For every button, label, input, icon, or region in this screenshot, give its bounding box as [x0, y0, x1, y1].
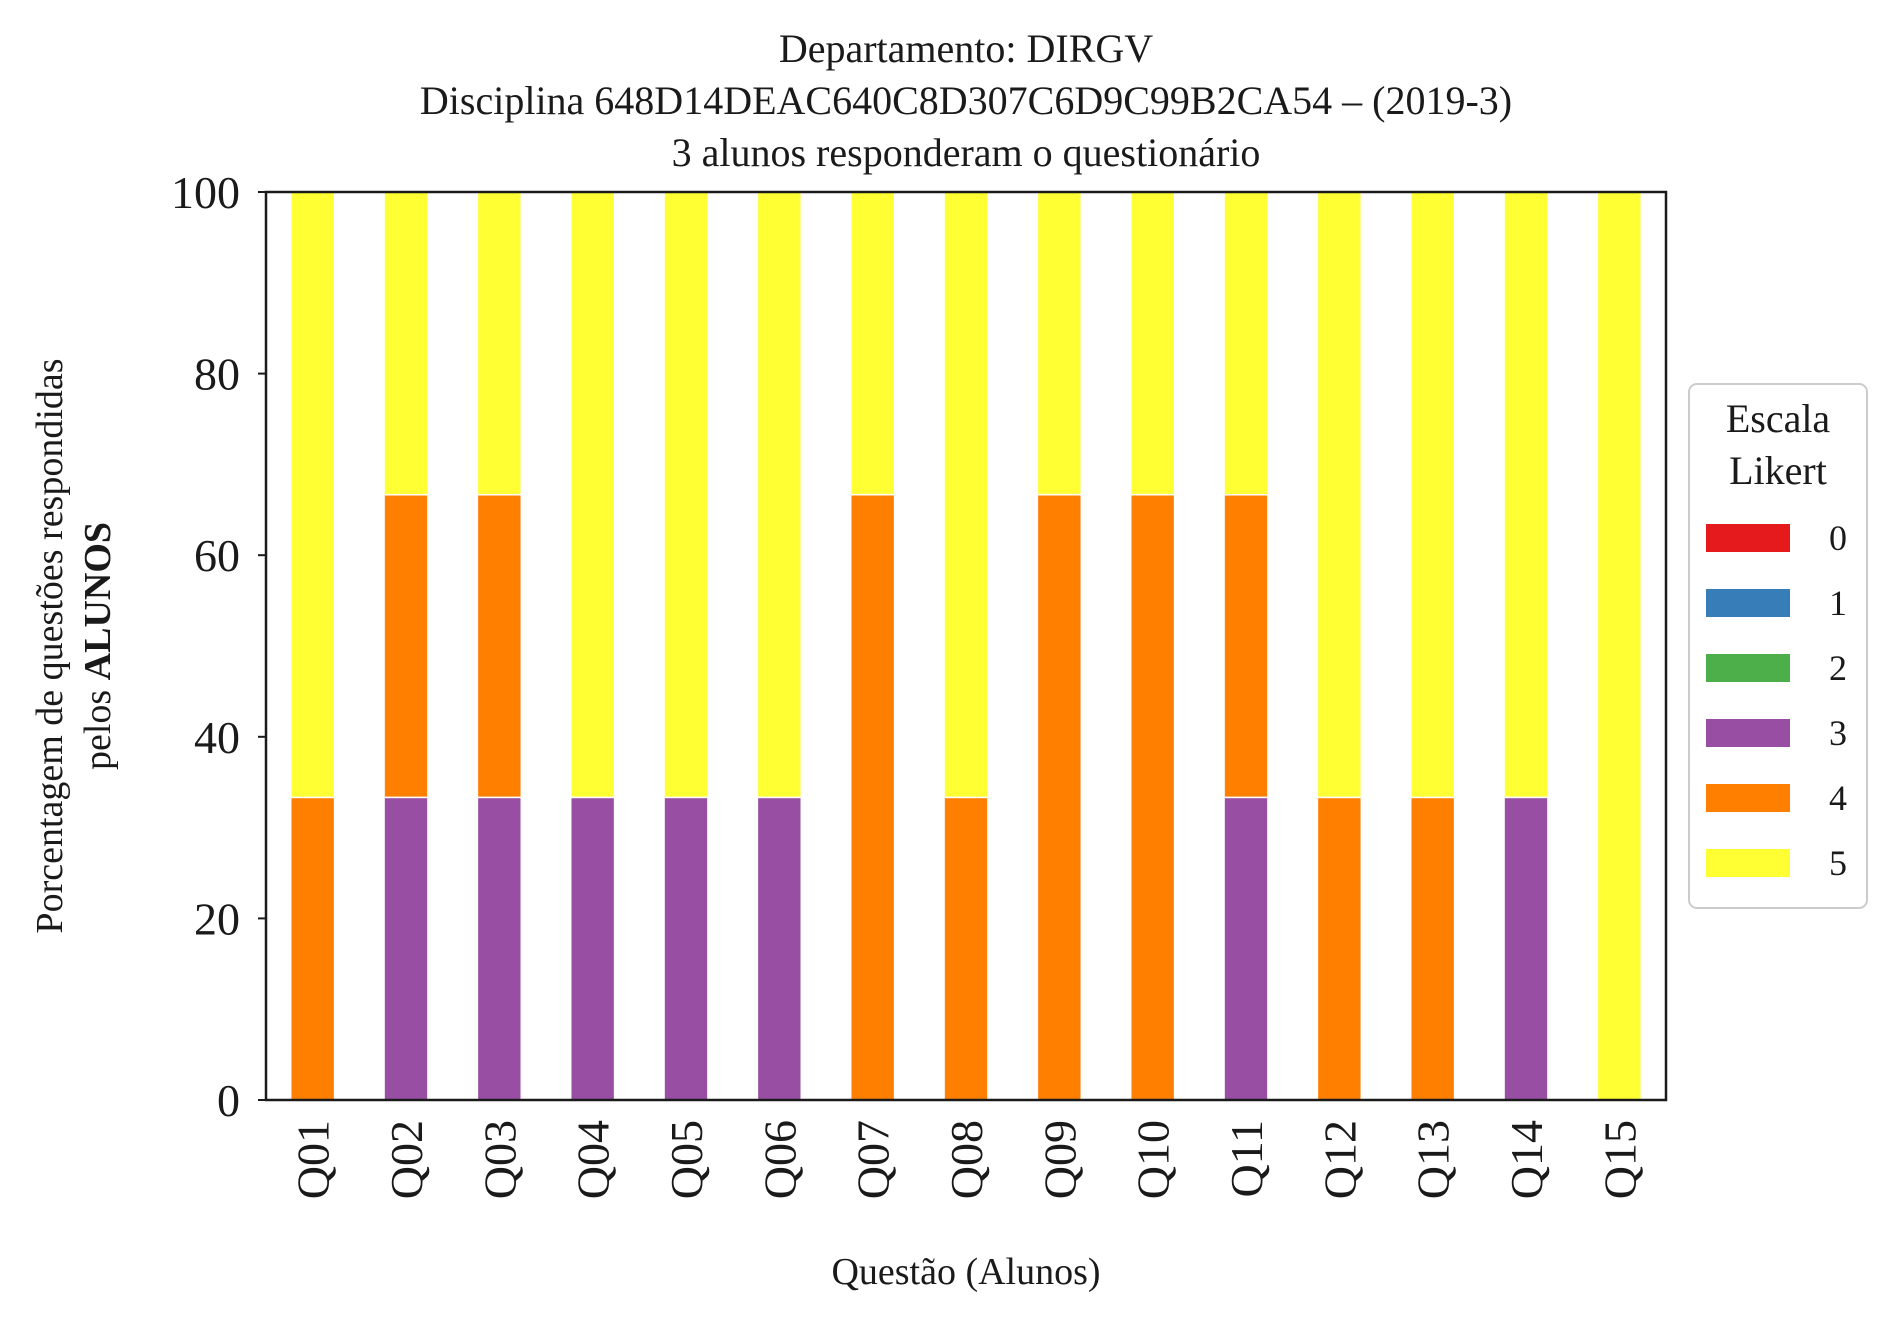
- y-axis-label-line-2: pelos ALUNOS: [77, 522, 119, 770]
- bar-Q11-scale-4: [1223, 493, 1269, 799]
- x-axis-ticks: Q01 Q02 Q03 Q04 Q05 Q06 Q07 Q08 Q09 Q10 Q11 Q12 Q13 Q…: [288, 1120, 1646, 1199]
- legend-label-2: 2: [1829, 648, 1847, 688]
- x-tick-label-group: Q11: [1221, 1120, 1272, 1198]
- x-tick-label: Q12: [1314, 1120, 1365, 1199]
- x-tick-label-group: Q12: [1314, 1120, 1365, 1199]
- legend-title-line-2: Likert: [1729, 448, 1827, 493]
- bar-Q04-scale-3: [569, 796, 616, 1101]
- x-tick-label: Q02: [381, 1120, 432, 1199]
- bar-Q12-scale-4: [1316, 796, 1363, 1101]
- bar-Q03-scale-4: [476, 493, 523, 799]
- legend-label-3: 3: [1829, 713, 1847, 753]
- legend-label-5: 5: [1829, 843, 1847, 883]
- x-tick-label: Q09: [1034, 1120, 1085, 1199]
- legend-label-0: 0: [1829, 518, 1847, 558]
- bar-Q06-scale-3: [756, 796, 803, 1101]
- legend-title-line-1: Escala: [1726, 396, 1831, 441]
- bar-Q03-scale-5: [476, 191, 523, 496]
- bar-Q15-scale-5: [1596, 191, 1643, 1101]
- bar-Q10-scale-4: [1129, 493, 1176, 1101]
- x-tick-label: Q14: [1501, 1120, 1552, 1199]
- bar-Q11-scale-3: [1223, 796, 1269, 1101]
- y-tick-label: 20: [194, 893, 240, 944]
- legend-swatch-3: [1706, 719, 1790, 747]
- bar-Q08-scale-4: [943, 796, 989, 1101]
- x-tick-label-group: Q15: [1594, 1120, 1645, 1199]
- x-tick-label: Q04: [568, 1120, 619, 1199]
- y-axis-label: Porcentagem de questões respondidas pelo…: [29, 358, 119, 933]
- legend-frame: [1688, 383, 1868, 909]
- x-tick-label: Q01: [288, 1120, 339, 1199]
- x-tick-label: Q13: [1408, 1120, 1459, 1199]
- bar-Q11-scale-5: [1223, 191, 1269, 496]
- x-tick-label-group: Q14: [1501, 1120, 1552, 1199]
- legend-swatch-1: [1706, 589, 1790, 617]
- bars-layer: [289, 191, 1643, 1101]
- y-tick-label: 80: [194, 349, 240, 400]
- legend-swatch-4: [1706, 784, 1790, 812]
- bar-Q02-scale-4: [383, 493, 429, 799]
- x-tick-label: Q08: [941, 1120, 992, 1199]
- y-tick-label: 100: [171, 167, 240, 218]
- x-tick-label: Q10: [1128, 1120, 1179, 1199]
- bar-Q03-scale-3: [476, 796, 523, 1101]
- plot-frame: [264, 190, 1668, 1102]
- legend: Escala Likert 0 1 2 3 4 5: [1688, 383, 1868, 909]
- x-tick-label: Q05: [661, 1120, 712, 1199]
- legend-swatch-2: [1706, 654, 1790, 682]
- x-tick-label-group: Q05: [661, 1120, 712, 1199]
- x-tick-label-group: Q13: [1408, 1120, 1459, 1199]
- x-tick-label-group: Q09: [1034, 1120, 1085, 1199]
- bar-Q13-scale-4: [1409, 796, 1456, 1101]
- title-line-2: Disciplina 648D14DEAC640C8D307C6D9C99B2C…: [420, 78, 1512, 123]
- x-tick-label-group: Q06: [754, 1120, 805, 1199]
- bar-Q02-scale-5: [383, 191, 429, 496]
- x-tick-label: Q07: [848, 1120, 899, 1199]
- title-line-1: Departamento: DIRGV: [779, 26, 1153, 71]
- bar-Q06-scale-5: [756, 191, 803, 799]
- bar-Q02-scale-3: [383, 796, 429, 1101]
- legend-swatch-0: [1706, 524, 1790, 552]
- bar-Q01-scale-4: [289, 796, 336, 1101]
- legend-label-4: 4: [1829, 778, 1847, 818]
- x-tick-label-group: Q01: [288, 1120, 339, 1199]
- legend-label-1: 1: [1829, 583, 1847, 623]
- y-axis-ticks: 0 20 40 60 80 100: [171, 167, 266, 1126]
- bar-Q04-scale-5: [569, 191, 616, 799]
- y-tick-label: 60: [194, 530, 240, 581]
- legend-swatch-5: [1706, 849, 1790, 877]
- bar-Q05-scale-5: [663, 191, 709, 799]
- bar-Q13-scale-5: [1409, 191, 1456, 799]
- bar-Q07-scale-4: [849, 493, 896, 1101]
- x-tick-label: Q03: [474, 1120, 525, 1199]
- x-tick-label-group: Q03: [474, 1120, 525, 1199]
- x-tick-label-group: Q02: [381, 1120, 432, 1199]
- chart-title: Departamento: DIRGV Disciplina 648D14DEA…: [420, 26, 1512, 175]
- bar-Q01-scale-5: [289, 191, 336, 799]
- bar-Q05-scale-3: [663, 796, 709, 1101]
- x-tick-label-group: Q08: [941, 1120, 992, 1199]
- title-line-3: 3 alunos responderam o questionário: [672, 130, 1261, 175]
- bar-Q14-scale-5: [1503, 191, 1549, 799]
- x-tick-label: Q15: [1594, 1120, 1645, 1199]
- bar-Q07-scale-5: [849, 191, 896, 496]
- x-tick-label: Q06: [754, 1120, 805, 1199]
- x-tick-label-group: Q07: [848, 1120, 899, 1199]
- bar-Q09-scale-5: [1036, 191, 1083, 496]
- bar-Q12-scale-5: [1316, 191, 1363, 799]
- y-tick-label: 40: [194, 712, 240, 763]
- bar-Q10-scale-5: [1129, 191, 1176, 496]
- bar-Q14-scale-3: [1503, 796, 1549, 1101]
- x-tick-label-group: Q04: [568, 1120, 619, 1199]
- y-tick-label: 0: [217, 1075, 240, 1126]
- bar-Q08-scale-5: [943, 191, 989, 799]
- x-tick-label-group: Q10: [1128, 1120, 1179, 1199]
- bar-Q09-scale-4: [1036, 493, 1083, 1101]
- x-tick-label: Q11: [1221, 1120, 1272, 1198]
- y-axis-label-line-1: Porcentagem de questões respondidas: [29, 358, 71, 933]
- legend-items: 0 1 2 3 4 5: [1706, 518, 1847, 883]
- x-axis-label: Questão (Alunos): [831, 1251, 1100, 1293]
